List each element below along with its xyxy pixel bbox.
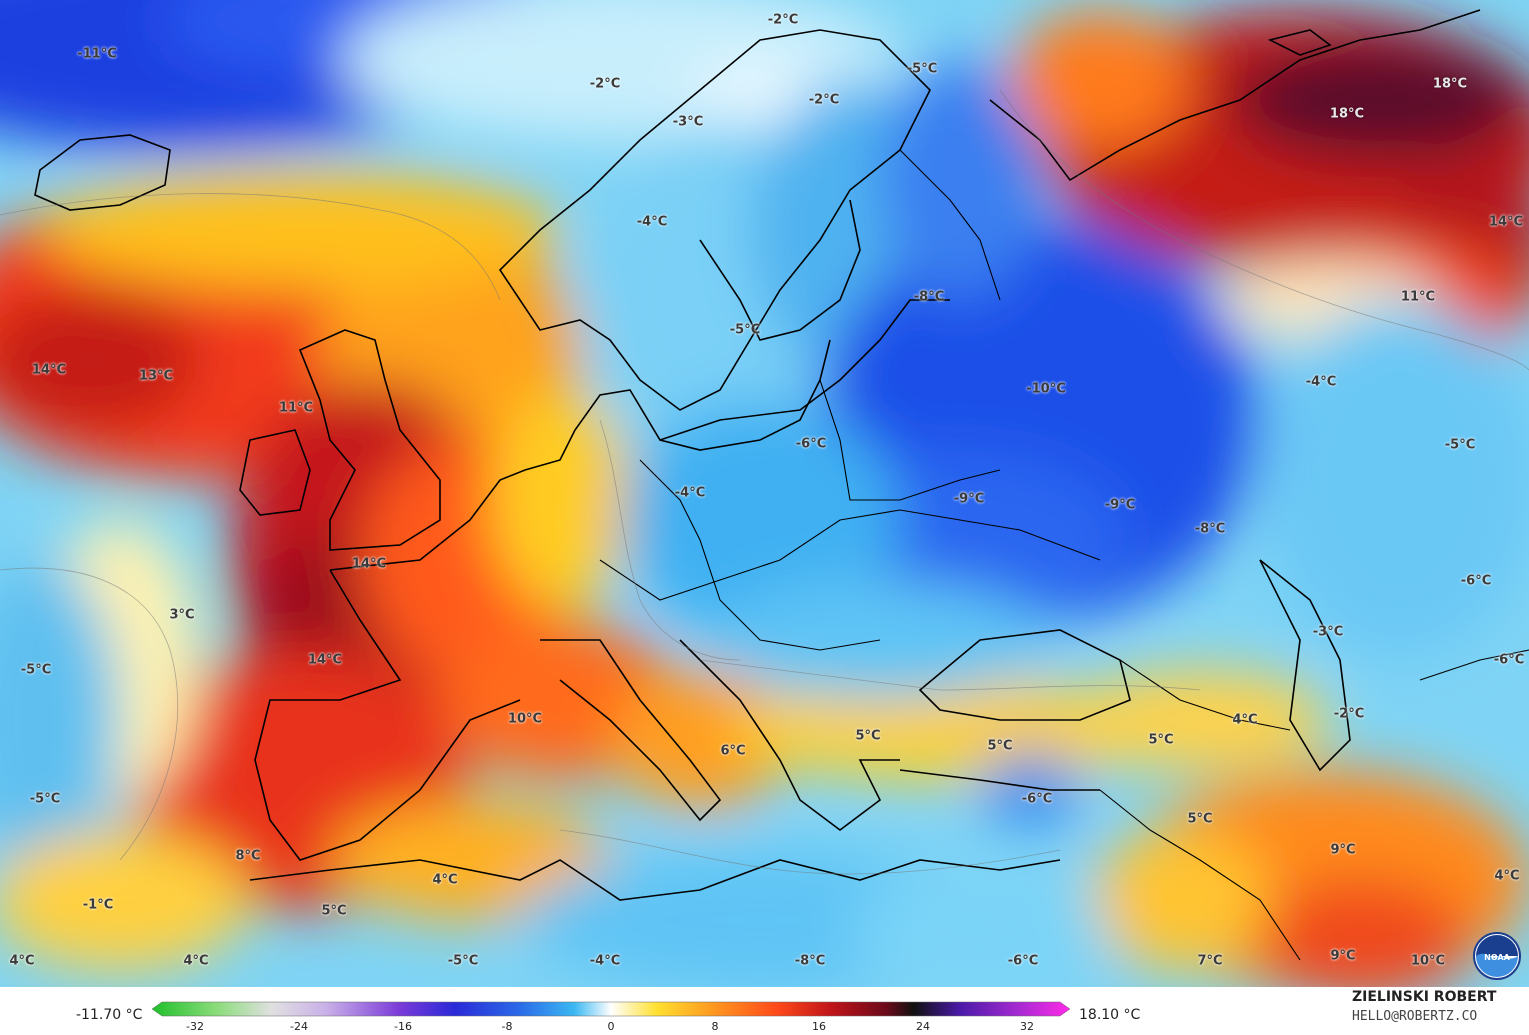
temperature-label: 5°C [987, 738, 1013, 754]
temperature-label: 5°C [321, 903, 347, 919]
temperature-label: 10°C [507, 711, 543, 727]
temperature-label: 4°C [9, 953, 35, 969]
temperature-label: 14°C [1488, 214, 1524, 230]
coastlines [34, 9, 1529, 961]
temperature-label: 4°C [1232, 712, 1258, 728]
noaa-logo-text: NOAA [1484, 953, 1510, 962]
temperature-label: -8°C [1194, 521, 1226, 537]
colorbar [152, 1001, 1070, 1017]
temperature-label: 13°C [138, 368, 174, 384]
temperature-label: -2°C [808, 92, 840, 108]
temperature-label: -3°C [1312, 624, 1344, 640]
temperature-label: -4°C [674, 485, 706, 501]
temperature-label: 11°C [1400, 289, 1436, 305]
temperature-label: 9°C [1330, 842, 1356, 858]
temperature-label: -8°C [913, 289, 945, 305]
temperature-label: 14°C [307, 652, 343, 668]
colorbar-tick-label: -24 [290, 1020, 308, 1033]
colorbar-tick-label: -8 [501, 1020, 513, 1033]
temperature-label: 3°C [169, 607, 195, 623]
temperature-label: 11°C [278, 400, 314, 416]
temperature-label: -2°C [767, 12, 799, 28]
temperature-label: 5°C [1187, 811, 1213, 827]
colorbar-tick-label: 8 [711, 1020, 719, 1033]
author-email[interactable]: HELLO@ROBERTZ.CO [1352, 1009, 1478, 1024]
temperature-label: 7°C [1197, 953, 1223, 969]
temperature-field [0, 0, 1529, 987]
temperature-label: -5°C [447, 953, 479, 969]
author-name: ZIELINSKI ROBERT [1352, 989, 1497, 1005]
temperature-label: -5°C [906, 61, 938, 77]
noaa-logo-icon: NOAA [1473, 932, 1521, 980]
temperature-label: 18°C [1329, 106, 1365, 122]
colorbar-tick-label: -32 [186, 1020, 204, 1033]
colorbar-tick-label: 16 [812, 1020, 826, 1033]
temperature-label: -5°C [29, 791, 61, 807]
temperature-label: -10°C [1026, 381, 1066, 397]
temperature-label: 18°C [1432, 76, 1468, 92]
temperature-label: 9°C [1330, 948, 1356, 964]
temperature-label: -4°C [589, 953, 621, 969]
temperature-label: 14°C [351, 556, 387, 572]
temperature-label: -6°C [1021, 791, 1053, 807]
temperature-label: 4°C [432, 872, 458, 888]
legend-bar: -11.70 °C [0, 987, 1529, 1035]
temperature-label: -9°C [953, 491, 985, 507]
temperature-label: 10°C [1410, 953, 1446, 969]
temperature-label: 5°C [1148, 732, 1174, 748]
map-canvas [0, 0, 1529, 987]
colorbar-tick-label: -16 [394, 1020, 412, 1033]
temperature-label: -11°C [77, 46, 117, 62]
temperature-label: 4°C [1494, 868, 1520, 884]
temperature-label: -5°C [1444, 437, 1476, 453]
temperature-label: 5°C [855, 728, 881, 744]
legend-min-value: -11.70 °C [76, 1007, 143, 1023]
temperature-label: -9°C [1104, 497, 1136, 513]
contour-lines [0, 89, 1529, 875]
temperature-label: -3°C [672, 114, 704, 130]
temperature-label: 4°C [183, 953, 209, 969]
temperature-label: -5°C [729, 322, 761, 338]
colorbar-tick-label: 32 [1020, 1020, 1034, 1033]
temperature-label: -6°C [795, 436, 827, 452]
temperature-anomaly-map: -11°C -2°C -2°C -2°C -3°C -5°C 18°C 18°C 14°C -4°… [0, 0, 1529, 987]
temperature-label: -4°C [1305, 374, 1337, 390]
temperature-label: 14°C [31, 362, 67, 378]
temperature-label: -6°C [1493, 652, 1525, 668]
temperature-label: -4°C [636, 214, 668, 230]
temperature-label: -6°C [1007, 953, 1039, 969]
temperature-label: -5°C [20, 662, 52, 678]
temperature-label: 8°C [235, 848, 261, 864]
temperature-label: -6°C [1460, 573, 1492, 589]
legend-max-value: 18.10 °C [1079, 1007, 1141, 1023]
temperature-label: -1°C [82, 897, 114, 913]
temperature-label: 6°C [720, 743, 746, 759]
temperature-label: -2°C [589, 76, 621, 92]
temperature-label: -8°C [794, 953, 826, 969]
temperature-label: -2°C [1333, 706, 1365, 722]
colorbar-tick-label: 0 [607, 1020, 615, 1033]
colorbar-tick-label: 24 [916, 1020, 930, 1033]
